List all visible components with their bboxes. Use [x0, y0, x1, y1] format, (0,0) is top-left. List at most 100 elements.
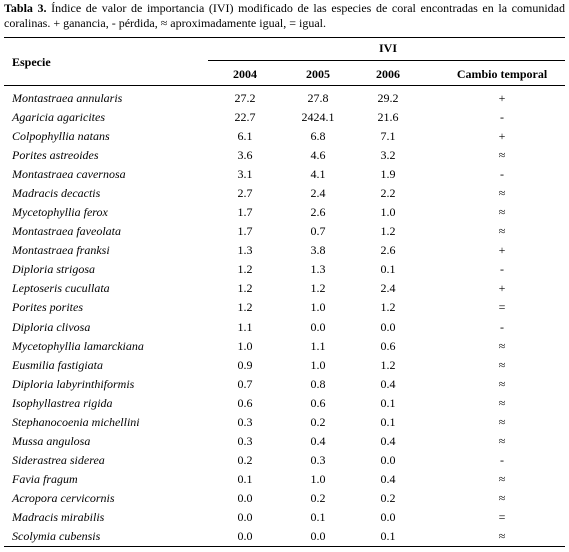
column-header: 2004: [233, 67, 257, 81]
bottom-rule: [4, 546, 565, 547]
change-cell: ≈: [498, 148, 506, 163]
species-cell: Isophyllastrea rigida: [12, 395, 113, 410]
species-cell: Agaricia agaricites: [12, 110, 105, 125]
value-cell: 1.2: [237, 281, 253, 296]
change-cell: -: [500, 167, 504, 182]
value-cell: 0.2: [310, 490, 326, 505]
value-cell: 1.1: [310, 338, 326, 353]
caption-label: Tabla 3.: [4, 1, 47, 15]
value-cell: 0.7: [237, 376, 253, 391]
value-cell: 0.3: [237, 433, 253, 448]
change-cell: ≈: [498, 414, 506, 429]
value-cell: 1.2: [380, 224, 396, 239]
value-cell: 0.1: [310, 509, 326, 524]
value-cell: 2424.1: [301, 110, 335, 125]
value-cell: 1.0: [310, 357, 326, 372]
species-cell: Diploria clivosa: [12, 319, 91, 334]
change-cell: ≈: [498, 529, 506, 543]
value-cell: 0.2: [380, 490, 396, 505]
value-cell: 29.2: [377, 91, 399, 105]
species-cell: Montastraea faveolata: [12, 224, 121, 239]
value-cell: 7.1: [380, 129, 396, 144]
value-cell: 0.0: [310, 529, 326, 543]
species-cell: Stephanocoenia michellini: [12, 414, 140, 429]
value-cell: 2.4: [380, 281, 396, 296]
change-cell: ≈: [498, 490, 506, 505]
species-cell: Scolymia cubensis: [12, 529, 101, 543]
change-cell: +: [498, 91, 506, 105]
species-cell: Montastraea cavernosa: [12, 167, 126, 182]
value-cell: 0.0: [380, 319, 396, 334]
value-cell: 27.8: [307, 91, 329, 105]
value-cell: 1.7: [237, 205, 253, 220]
value-cell: 2.6: [380, 243, 396, 258]
value-cell: 1.9: [380, 167, 396, 182]
change-cell: -: [500, 452, 504, 467]
change-cell: -: [500, 110, 504, 125]
species-header: Especie: [12, 55, 51, 69]
value-cell: 0.6: [380, 338, 396, 353]
value-cell: 1.2: [380, 300, 396, 315]
value-cell: 1.0: [310, 300, 326, 315]
value-cell: 1.3: [237, 243, 253, 258]
value-cell: 6.8: [310, 129, 326, 144]
change-cell: ≈: [498, 186, 506, 201]
value-cell: 1.2: [237, 300, 253, 315]
value-cell: 3.6: [237, 148, 253, 163]
value-cell: 0.6: [310, 395, 326, 410]
value-cell: 1.0: [380, 205, 396, 220]
species-cell: Madracis decactis: [12, 186, 101, 201]
species-cell: Acropora cervicornis: [12, 490, 115, 505]
value-cell: 6.1: [237, 129, 253, 144]
value-cell: 1.3: [310, 262, 326, 277]
change-cell: -: [500, 262, 504, 277]
value-cell: 1.1: [237, 319, 253, 334]
species-cell: Siderastrea siderea: [12, 452, 105, 467]
species-cell: Mycetophyllia ferox: [12, 205, 108, 220]
change-cell: +: [498, 281, 506, 296]
value-cell: 0.2: [237, 452, 253, 467]
value-cell: 0.0: [310, 319, 326, 334]
species-cell: Colpophyllia natans: [12, 129, 110, 144]
change-cell: ≈: [498, 338, 506, 353]
group-header: IVI: [378, 41, 398, 55]
species-cell: Leptoseris cucullata: [12, 281, 110, 296]
change-cell: +: [498, 243, 506, 258]
value-cell: 2.2: [380, 186, 396, 201]
value-cell: 0.1: [380, 414, 396, 429]
change-cell: =: [498, 300, 506, 315]
change-cell: ≈: [498, 376, 506, 391]
change-cell: ≈: [498, 395, 506, 410]
value-cell: 0.0: [237, 490, 253, 505]
value-cell: 3.8: [310, 243, 326, 258]
value-cell: 0.6: [237, 395, 253, 410]
value-cell: 1.0: [310, 471, 326, 486]
value-cell: 0.4: [380, 433, 396, 448]
species-cell: Montastraea franksi: [12, 243, 110, 258]
value-cell: 4.6: [310, 148, 326, 163]
value-cell: 0.4: [380, 376, 396, 391]
value-cell: 3.2: [380, 148, 396, 163]
value-cell: 0.8: [310, 376, 326, 391]
value-cell: 27.2: [234, 91, 256, 105]
change-cell: ≈: [498, 205, 506, 220]
column-header: 2005: [306, 67, 330, 81]
value-cell: 4.1: [310, 167, 326, 182]
value-cell: 0.9: [237, 357, 253, 372]
value-cell: 0.4: [380, 471, 396, 486]
column-header: Cambio temporal: [456, 67, 548, 81]
value-cell: 1.2: [310, 281, 326, 296]
column-header: 2006: [376, 67, 400, 81]
change-cell: -: [500, 319, 504, 334]
change-cell: ≈: [498, 471, 506, 486]
change-cell: ≈: [498, 357, 506, 372]
value-cell: 1.0: [237, 338, 253, 353]
value-cell: 22.7: [234, 110, 256, 125]
value-cell: 3.1: [237, 167, 253, 182]
value-cell: 0.1: [380, 395, 396, 410]
value-cell: 0.7: [310, 224, 326, 239]
value-cell: 0.3: [237, 414, 253, 429]
species-cell: Montastraea annularis: [12, 91, 123, 105]
species-cell: Diploria labyrinthiformis: [12, 376, 135, 391]
